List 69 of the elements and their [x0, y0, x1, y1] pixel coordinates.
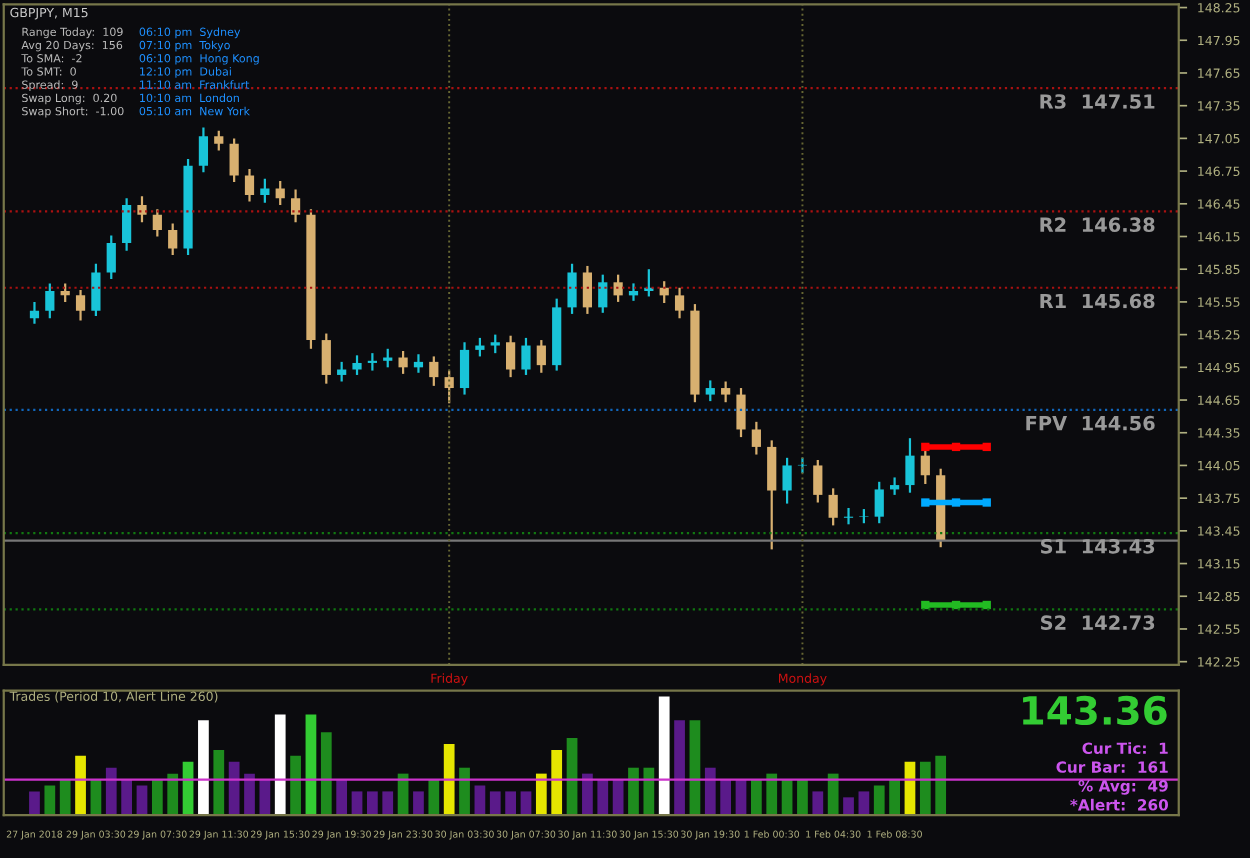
bar — [305, 714, 317, 816]
bar — [336, 779, 348, 816]
bar — [351, 791, 363, 816]
bar — [843, 797, 854, 816]
bar — [812, 791, 824, 816]
bar — [766, 773, 778, 816]
bar — [29, 791, 40, 816]
candlestick — [859, 507, 869, 525]
bar — [290, 755, 301, 816]
bar — [612, 779, 624, 816]
bar — [59, 779, 71, 816]
bar — [428, 779, 440, 816]
ref-line-label: S2 142.73 — [1041, 615, 1155, 630]
bar — [228, 761, 240, 816]
ref-line-label: S1 143.43 — [1041, 538, 1155, 554]
bar — [121, 779, 132, 816]
bar — [244, 773, 255, 816]
bar — [720, 779, 732, 816]
bar — [628, 767, 639, 816]
bar — [704, 767, 716, 816]
bar — [367, 791, 378, 816]
bar — [505, 791, 516, 816]
bar — [198, 720, 209, 816]
bar — [643, 767, 655, 816]
bar — [136, 785, 148, 816]
bar — [443, 744, 455, 816]
candlestick — [782, 456, 792, 505]
bar — [274, 714, 286, 816]
point — [951, 498, 961, 507]
bar — [151, 779, 163, 816]
bar — [935, 755, 947, 816]
bar — [674, 720, 685, 816]
ref-line-label: R1 145.68 — [1040, 293, 1155, 309]
bar — [551, 749, 563, 816]
bar — [858, 791, 870, 816]
point — [921, 442, 930, 452]
point — [982, 498, 991, 507]
bar — [75, 755, 86, 816]
bar — [873, 785, 885, 816]
bar — [105, 767, 117, 816]
bar — [797, 779, 808, 816]
bar — [535, 773, 547, 816]
bar — [889, 779, 900, 816]
candlestick — [490, 333, 500, 355]
bar — [382, 791, 394, 816]
bar — [413, 791, 424, 816]
bar — [489, 791, 501, 816]
bar — [919, 761, 931, 816]
bar — [597, 779, 609, 816]
bar — [474, 785, 486, 816]
ref-line-label: R3 147.51 — [1040, 94, 1155, 109]
bar — [827, 773, 839, 816]
point — [921, 498, 930, 507]
annotation: 143.36 — [1023, 695, 1167, 726]
ref-line-label: FPV 144.56 — [1026, 415, 1155, 431]
bar — [213, 749, 225, 816]
bar — [520, 791, 532, 816]
candlestick — [352, 354, 362, 377]
bar — [167, 773, 179, 816]
bar — [259, 779, 271, 816]
bar — [320, 732, 332, 816]
ref-line-label: R2 146.38 — [1040, 217, 1155, 233]
point — [951, 442, 961, 452]
bar — [44, 785, 56, 816]
bar — [658, 696, 670, 816]
point — [982, 442, 991, 452]
bar — [582, 773, 593, 816]
bar — [459, 767, 470, 816]
bar — [750, 779, 762, 816]
